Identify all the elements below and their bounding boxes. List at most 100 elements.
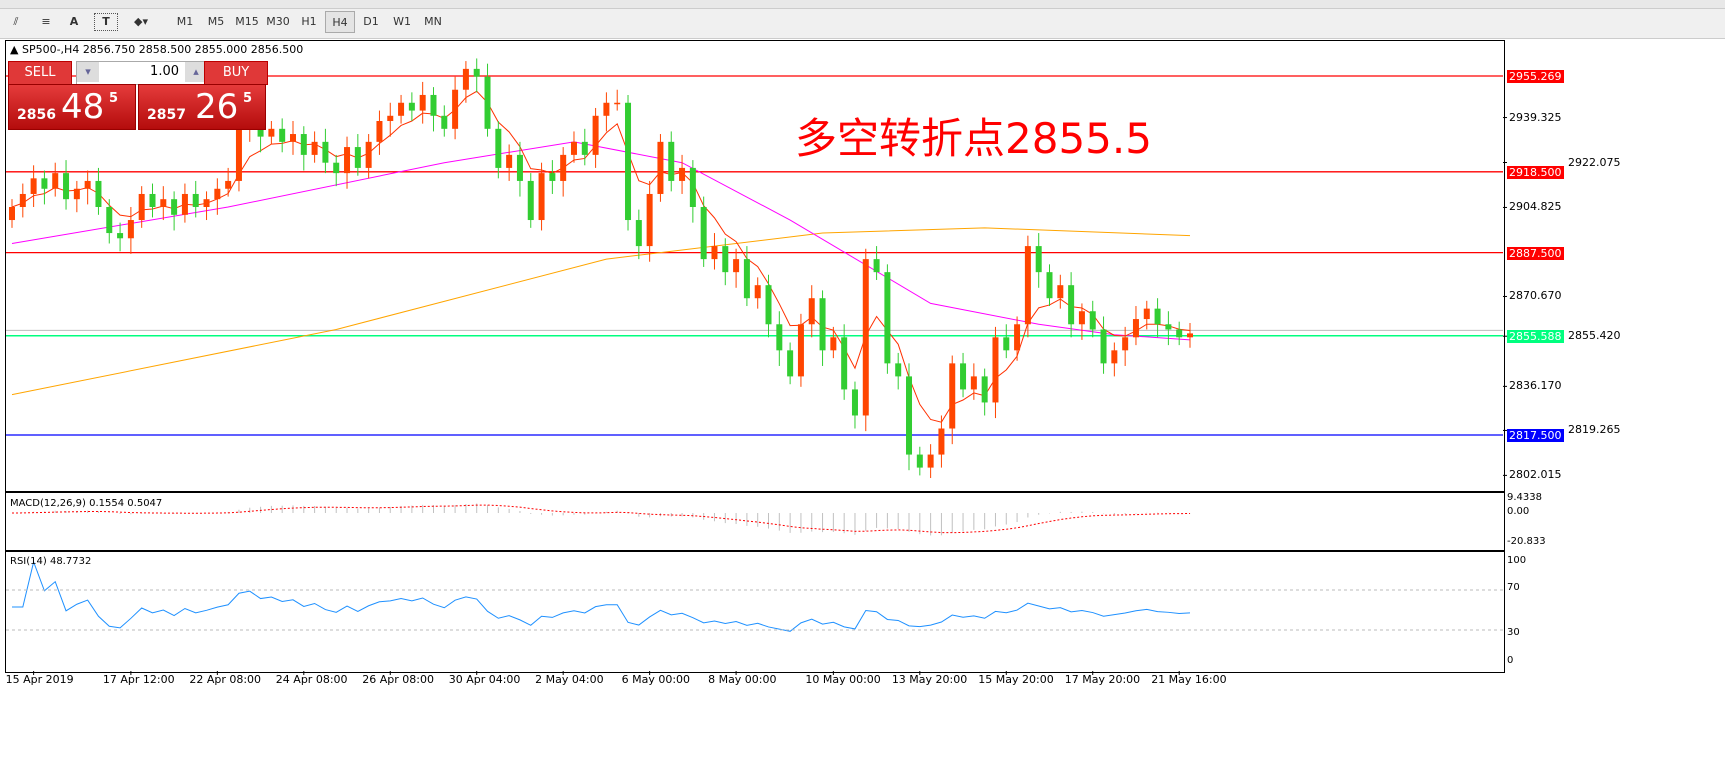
date-label: 17 May 20:00	[1064, 673, 1141, 686]
candle-body	[1035, 246, 1042, 273]
candle-body	[841, 337, 848, 390]
macd-tick-label: -20.833	[1507, 536, 1546, 547]
timeframe-mn[interactable]: MN	[424, 15, 442, 28]
candle-body	[700, 207, 707, 260]
candle-body	[322, 141, 329, 163]
candle-body	[203, 199, 210, 208]
symbol-ohlc: SP500-,H4 2856.750 2858.500 2855.000 285…	[21, 43, 304, 56]
timeframe-w1[interactable]: W1	[393, 15, 411, 28]
candle-body	[41, 178, 48, 189]
timeframe-m15[interactable]: M15	[235, 15, 259, 28]
lot-size-field[interactable]: ▾ 1.00 ▴	[76, 61, 208, 85]
candle-body	[787, 350, 794, 377]
date-label: 15 Apr 2019	[5, 673, 74, 686]
sell-price[interactable]: 2856 48 5	[8, 84, 136, 130]
date-label: 8 May 00:00	[708, 673, 777, 686]
buy-price[interactable]: 2857 26 5	[138, 84, 266, 130]
candle-body	[181, 193, 188, 215]
date-label: 15 May 20:00	[978, 673, 1054, 686]
timeframe-m1[interactable]: M1	[176, 15, 194, 28]
candle-body	[862, 259, 869, 416]
candle-body	[1057, 285, 1064, 299]
candle-body	[235, 128, 242, 181]
line-studies-icon[interactable]: ⫽	[13, 15, 19, 28]
arrows-icon[interactable]: ◆▾	[134, 15, 148, 28]
candle-body	[1046, 272, 1053, 299]
candle-body	[289, 134, 296, 142]
candle-body	[452, 89, 459, 129]
price-level-tag: 2918.500	[1507, 165, 1564, 179]
rsi-tick-label: 100	[1507, 555, 1527, 566]
candle-body	[1068, 285, 1075, 325]
date-label: 22 Apr 08:00	[189, 673, 262, 686]
candle-body	[408, 102, 415, 111]
candle-body	[711, 246, 718, 260]
decrease-lot-button[interactable]: ▾	[77, 62, 99, 82]
timeframe-d1[interactable]: D1	[363, 15, 379, 28]
date-label: 30 Apr 04:00	[448, 673, 521, 686]
candle-body	[625, 102, 632, 221]
price-level-tag: 2855.588	[1507, 329, 1564, 343]
price-level-tag: 2955.269	[1507, 70, 1564, 83]
candle-body	[1111, 350, 1118, 364]
timeframe-h1[interactable]: H1	[301, 15, 317, 28]
candle-body	[1014, 324, 1021, 351]
candle-body	[873, 259, 880, 273]
candle-body	[527, 180, 534, 221]
candle-body	[344, 147, 351, 174]
candle-body	[743, 259, 750, 299]
macd-tick-label: 0.00	[1507, 506, 1530, 517]
candle-body	[1165, 324, 1172, 330]
candle-body	[992, 337, 999, 403]
date-label: 21 May 16:00	[1151, 673, 1227, 686]
candle-body	[398, 102, 405, 116]
candle-body	[117, 233, 124, 239]
price-tick-label: 2836.170	[1509, 379, 1562, 393]
price-tick-label: 2904.825	[1509, 200, 1562, 214]
candle-body	[95, 180, 102, 208]
buy-button[interactable]: BUY	[204, 61, 268, 85]
candle-body	[484, 76, 491, 129]
candle-body	[19, 193, 26, 208]
toolbar-row-top	[0, 0, 1725, 9]
candle-body	[776, 324, 783, 351]
increase-lot-button[interactable]: ▴	[185, 62, 207, 82]
candle-body	[300, 134, 307, 155]
candle-body	[657, 141, 664, 194]
sell-button[interactable]: SELL	[8, 61, 72, 85]
timeframe-m5[interactable]: M5	[207, 15, 225, 28]
buy-price-prefix: 2857	[147, 107, 186, 123]
price-tick-label: 2870.670	[1509, 289, 1562, 303]
candle-body	[646, 193, 653, 247]
annotation-text: 多空转折点2855.5	[795, 114, 1152, 163]
candle-body	[765, 285, 772, 325]
candle-body	[9, 207, 15, 221]
toolbar: ⫽ ≡ A T ◆▾ M1 M5 M15 M30 H1 H4 D1 W1 MN	[0, 0, 1725, 39]
rsi-tick-label: 30	[1507, 627, 1520, 638]
rsi-panel[interactable]	[5, 551, 1505, 673]
rsi-line	[12, 560, 1191, 632]
candle-body	[1143, 308, 1150, 320]
price-tick-label: 2855.420	[1568, 329, 1621, 343]
candle-body	[214, 188, 221, 200]
candle-body	[1024, 246, 1031, 325]
candle-body	[1176, 329, 1183, 338]
candle-body	[506, 154, 513, 168]
date-label: 2 May 04:00	[535, 673, 604, 686]
candle-body	[73, 188, 80, 200]
candle-body	[387, 115, 394, 122]
date-label: 10 May 00:00	[805, 673, 881, 686]
lot-value: 1.00	[150, 64, 179, 79]
candle-body	[127, 220, 134, 239]
fibonacci-icon[interactable]: ≡	[41, 15, 51, 28]
text-label-icon[interactable]: T	[94, 13, 118, 31]
candle-body	[538, 173, 545, 221]
text-icon[interactable]: A	[69, 15, 79, 28]
candle-body	[927, 454, 934, 468]
timeframe-h4[interactable]: H4	[325, 11, 355, 33]
price-tick-label: 2939.325	[1509, 110, 1562, 124]
one-click-trading-panel: SELL ▾ 1.00 ▴ BUY 2856 48 5 2857 26 5	[8, 61, 268, 130]
candle-body	[1122, 337, 1129, 351]
timeframe-m30[interactable]: M30	[266, 15, 290, 28]
candle-body	[960, 363, 967, 390]
